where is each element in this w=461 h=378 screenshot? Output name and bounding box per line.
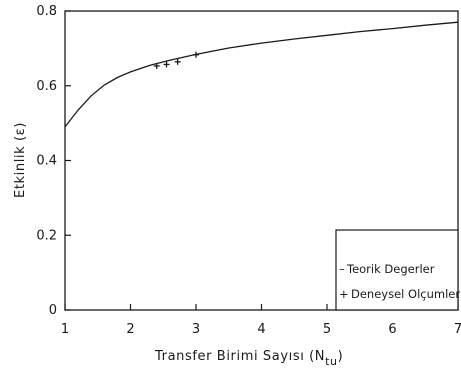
x-tick-label: 5 — [323, 322, 331, 337]
x-tick-label: 1 — [61, 322, 69, 337]
y-tick-label: 0.2 — [36, 228, 57, 243]
x-tick-label: 2 — [126, 322, 134, 337]
data-point-deneysel — [193, 51, 199, 58]
y-tick-label: 0.8 — [36, 4, 57, 19]
y-tick-label: 0 — [49, 303, 57, 318]
legend-line-symbol: – — [339, 262, 345, 276]
series-line-teorik — [64, 21, 459, 128]
data-point-deneysel — [174, 58, 181, 65]
x-tick-label: 6 — [388, 322, 396, 337]
x-tick-label: 3 — [192, 322, 200, 337]
legend-entry-deneysel: Deneysel Olçumler — [351, 287, 460, 301]
x-tick-label: 7 — [454, 322, 461, 337]
legend-box — [335, 229, 459, 311]
data-point-deneysel — [153, 62, 160, 69]
legend-entry-teorik: Teorik Degerler — [346, 262, 435, 276]
y-tick-label: 0.6 — [36, 79, 57, 94]
x-tick-label: 4 — [257, 322, 265, 337]
legend-plus-symbol: + — [339, 287, 349, 301]
x-axis-label: Transfer Birimi Sayısı (Ntu) — [154, 349, 343, 368]
data-point-deneysel — [163, 61, 170, 68]
y-tick-label: 0.4 — [36, 154, 57, 169]
y-axis-label: Etkinlik (ε) — [13, 122, 28, 198]
legend: – Teorik Degerler + Deneysel Olçumler — [335, 229, 460, 311]
